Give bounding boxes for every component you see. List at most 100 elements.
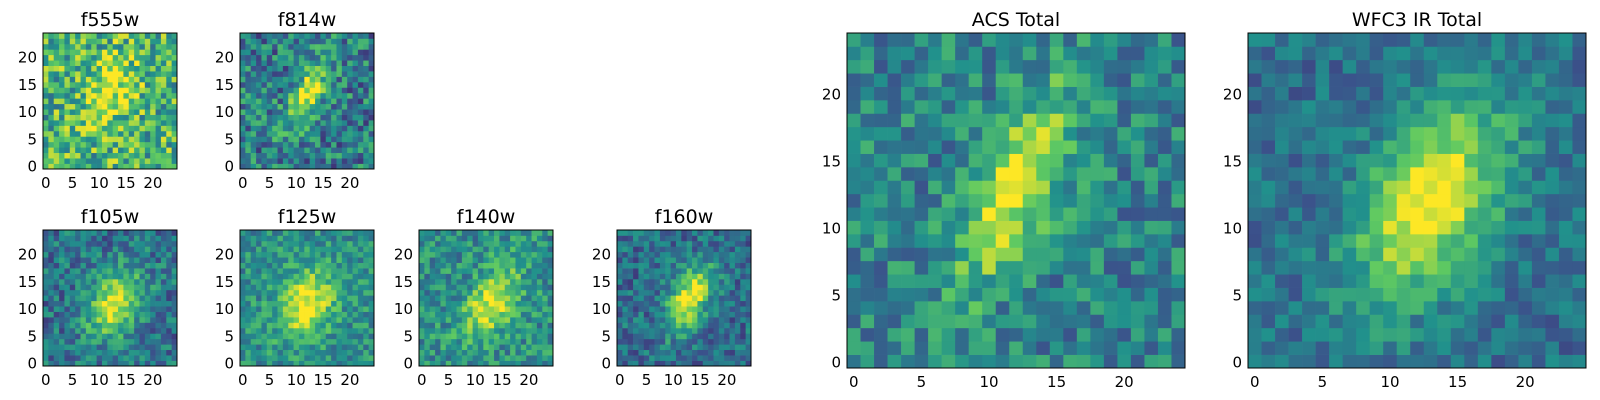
heatmap-cell xyxy=(53,240,60,247)
heatmap-cell xyxy=(245,284,252,291)
heatmap-cell xyxy=(150,278,156,285)
heatmap-cell xyxy=(331,130,337,137)
heatmap-cell xyxy=(488,349,495,356)
heatmap-cell xyxy=(288,163,294,170)
heatmap-cell xyxy=(440,246,447,253)
heatmap-cell xyxy=(352,273,359,280)
heatmap-cell xyxy=(515,295,522,302)
heatmap-cell xyxy=(1464,167,1479,181)
heatmap-cell xyxy=(1396,260,1411,275)
heatmap-cell xyxy=(1383,274,1398,288)
heatmap-cell xyxy=(240,81,246,88)
heatmap-cell xyxy=(874,140,888,154)
heatmap-cell xyxy=(250,87,257,94)
heatmap-cell xyxy=(352,333,359,340)
heatmap-cell xyxy=(75,317,81,323)
heatmap-cell xyxy=(483,257,490,263)
heatmap-cell xyxy=(85,349,92,356)
heatmap-cell xyxy=(75,257,81,263)
heatmap-cell xyxy=(368,60,375,66)
heatmap-cell xyxy=(643,284,650,291)
heatmap-cell xyxy=(504,349,511,356)
heatmap-cell xyxy=(352,136,359,143)
heatmap-cell xyxy=(69,278,76,285)
heatmap-cell xyxy=(166,109,172,115)
heatmap-cell xyxy=(686,273,693,280)
heatmap-cell xyxy=(675,317,682,323)
heatmap-cell xyxy=(341,360,348,367)
heatmap-cell xyxy=(510,317,516,323)
heatmap-cell xyxy=(357,81,364,88)
heatmap-cell xyxy=(536,257,543,263)
heatmap-cell xyxy=(134,262,140,269)
heatmap-cell xyxy=(331,344,337,351)
heatmap-cell xyxy=(1491,301,1506,315)
heatmap-cell xyxy=(160,130,167,137)
heatmap-cell xyxy=(112,158,119,164)
heatmap-cell xyxy=(368,43,375,50)
x-tick-label: 15 xyxy=(314,174,333,192)
heatmap-cell xyxy=(547,317,554,323)
heatmap-cell xyxy=(531,311,538,318)
heatmap-cell xyxy=(692,349,698,356)
heatmap-cell xyxy=(681,333,688,340)
heatmap-cell xyxy=(665,344,671,351)
heatmap-cell xyxy=(240,43,246,50)
heatmap-cell xyxy=(1302,86,1316,101)
heatmap-cell xyxy=(901,33,915,47)
x-tick-label: 20 xyxy=(340,371,359,389)
heatmap-cell xyxy=(1423,207,1438,221)
heatmap-cell xyxy=(309,130,316,137)
heatmap-cell xyxy=(69,360,76,367)
heatmap-cell xyxy=(48,60,55,66)
heatmap-cell xyxy=(320,289,327,296)
heatmap-cell xyxy=(347,300,353,307)
heatmap-cell xyxy=(282,49,289,56)
heatmap-cell xyxy=(304,38,311,45)
heatmap-cell xyxy=(341,273,348,280)
heatmap-cell xyxy=(43,103,49,110)
heatmap-cell xyxy=(298,125,305,132)
heatmap-cell xyxy=(483,322,490,329)
heatmap-cell xyxy=(96,147,103,154)
heatmap-cell xyxy=(91,230,97,236)
heatmap-cell xyxy=(686,355,693,361)
heatmap-cell xyxy=(874,126,888,141)
heatmap-cell xyxy=(1090,46,1105,61)
heatmap-cell xyxy=(277,152,284,159)
heatmap-cell xyxy=(1288,100,1303,114)
heatmap-cell xyxy=(309,333,316,340)
heatmap-cell xyxy=(429,344,436,351)
heatmap-cell xyxy=(325,147,332,154)
heatmap-cell xyxy=(59,317,65,323)
heatmap-cell xyxy=(1117,33,1132,47)
heatmap-cell xyxy=(155,33,162,39)
heatmap-cell xyxy=(847,126,861,141)
heatmap-cell xyxy=(504,311,511,318)
heatmap-cell xyxy=(1558,301,1573,315)
heatmap-cell xyxy=(144,136,151,143)
heatmap-cell xyxy=(435,273,441,280)
heatmap-cell xyxy=(139,33,146,39)
heatmap-cell xyxy=(1275,140,1289,154)
heatmap-cell xyxy=(968,73,983,87)
heatmap-cell xyxy=(1009,287,1024,302)
heatmap-cell xyxy=(245,125,252,132)
heatmap-cell xyxy=(48,147,55,154)
y-tick-label: 20 xyxy=(215,49,234,67)
heatmap-cell xyxy=(357,109,364,115)
heatmap-cell xyxy=(96,141,103,148)
heatmap-cell xyxy=(440,344,447,351)
heatmap-cell xyxy=(729,360,736,367)
heatmap-cell xyxy=(341,120,348,126)
heatmap-cell xyxy=(277,327,284,334)
heatmap-cell xyxy=(520,360,527,367)
x-tick-label: 5 xyxy=(444,371,454,389)
heatmap-cell xyxy=(686,246,693,253)
heatmap-cell xyxy=(118,109,124,115)
heatmap-cell xyxy=(363,109,369,115)
heatmap-cell xyxy=(1504,247,1519,262)
heatmap-cell xyxy=(160,54,167,61)
heatmap-cell xyxy=(617,333,623,340)
heatmap-cell xyxy=(341,76,348,83)
